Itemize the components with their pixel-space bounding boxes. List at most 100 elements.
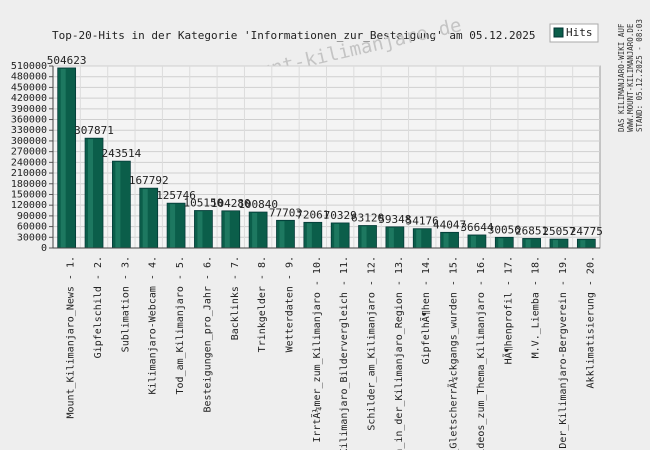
value-label: 26851	[515, 224, 548, 237]
bar-highlight	[416, 229, 422, 248]
value-label: 72061	[296, 208, 329, 221]
bar	[385, 226, 405, 249]
x-tick-label: n_in_der_Kilimanjaro_Region - 13.	[394, 256, 405, 450]
bar-highlight	[224, 211, 230, 248]
bar-highlight	[279, 221, 285, 248]
y-tick-label: 60000	[17, 222, 47, 233]
y-tick-label: 360000	[11, 115, 47, 126]
y-tick-label: 240000	[11, 157, 47, 168]
x-tick-label: Schilder_am_Kilimanjaro - 12.	[367, 256, 378, 431]
x-tick-label: Backlinks - 7.	[230, 256, 241, 340]
bar	[57, 67, 77, 249]
bar	[112, 160, 131, 249]
x-tick-label: HÃ¶henprofil - 17.	[501, 256, 514, 364]
value-label: 125746	[156, 189, 196, 202]
bar-highlight	[498, 238, 504, 248]
x-tick-label: Akklimatisierung - 20.	[585, 256, 596, 388]
y-tick-label: 270000	[11, 147, 47, 158]
x-tick-label: Mount_Kilimanjaro_News - 1.	[66, 256, 77, 419]
y-tick-label: 120000	[11, 200, 47, 211]
bar	[248, 211, 268, 249]
chart-title: Top-20-Hits in der Kategorie 'Informatio…	[52, 29, 535, 42]
y-tick-label: 90000	[17, 211, 47, 222]
value-label: 24775	[570, 225, 603, 238]
value-label: 36644	[460, 221, 493, 234]
value-label: 243514	[102, 147, 142, 160]
y-tick-label: 180000	[11, 179, 47, 190]
bar-highlight	[580, 240, 586, 248]
bar-highlight	[115, 162, 121, 248]
bar-highlight	[142, 189, 148, 248]
bar	[412, 228, 432, 249]
value-label: 25057	[542, 225, 575, 238]
side-note: DAS KILIMANJARO-WIKI AUF	[617, 23, 626, 132]
bar-highlight	[525, 239, 531, 248]
bar	[303, 221, 323, 249]
legend-swatch	[553, 27, 564, 38]
bar	[494, 236, 514, 249]
bar	[358, 225, 377, 249]
bar-highlight	[334, 223, 340, 248]
bar	[221, 210, 241, 249]
bar-highlight	[470, 235, 476, 248]
bar-highlight	[361, 226, 367, 248]
bar	[166, 202, 186, 249]
bar-highlight	[60, 68, 66, 248]
bar-highlight	[443, 233, 449, 248]
legend-label: Hits	[566, 26, 593, 39]
value-label: 105150	[184, 196, 224, 209]
x-tick-label: GipfelhÃ¶hen - 14.	[419, 256, 432, 364]
y-tick-label: 30000	[17, 232, 47, 243]
value-label: 59348	[378, 213, 411, 226]
bar-highlight	[197, 211, 203, 248]
value-label: 70329	[324, 209, 357, 222]
x-tick-label: Kilimanjaro-Webcam - 4.	[148, 256, 159, 394]
bar	[467, 234, 487, 249]
bar	[576, 238, 596, 249]
value-label: 104280	[211, 197, 251, 210]
side-note: STAND: 05.12.2025 - 08:03	[635, 19, 644, 132]
x-tick-label: Tod_am_Kilimanjaro - 5.	[175, 256, 186, 394]
bar	[276, 219, 295, 249]
y-tick-label: 330000	[11, 125, 47, 136]
x-tick-label: M.V._Liemba - 18.	[531, 256, 542, 358]
value-label: 167792	[129, 174, 169, 187]
y-tick-label: 420000	[11, 93, 47, 104]
x-tick-label: Kilimanjaro_Bildervergleich - 11.	[339, 256, 350, 450]
x-tick-label: Besteigungen_pro_Jahr - 6.	[202, 256, 213, 413]
value-label: 77703	[269, 206, 302, 219]
x-tick-label: Trinkgelder - 8.	[257, 256, 268, 352]
bar-highlight	[388, 227, 394, 248]
bar-highlight	[552, 240, 558, 248]
bar	[84, 137, 104, 249]
value-label: 63120	[351, 211, 384, 224]
x-tick-label: Sublimation - 3.	[120, 256, 131, 352]
bar	[139, 187, 159, 249]
value-label: 54176	[406, 215, 439, 228]
x-tick-label: ideos_zum_Thema_Kilimanjaro - 16.	[476, 256, 487, 450]
x-tick-label: _GletscherrÃ¼ckgangs_wurden - 15.	[447, 256, 460, 450]
x-tick-label: Der_Kilimanjaro-Bergverein - 19.	[558, 256, 569, 449]
y-tick-label: 390000	[11, 104, 47, 115]
y-tick-label: 210000	[11, 168, 47, 179]
value-label: 504623	[47, 54, 87, 67]
y-tick-label: 510000	[11, 61, 47, 72]
value-label: 30056	[488, 223, 521, 236]
bar	[522, 238, 541, 249]
y-tick-label: 150000	[11, 189, 47, 200]
bar-highlight	[252, 213, 258, 248]
bar	[330, 222, 350, 249]
y-tick-label: 0	[41, 243, 47, 254]
value-label: 44047	[433, 218, 466, 231]
bar	[549, 238, 569, 249]
y-tick-label: 450000	[11, 82, 47, 93]
side-note: WWW.MOUNT-KILIMANJARO.DE	[626, 23, 635, 132]
bar-highlight	[306, 223, 312, 248]
value-label: 307871	[74, 124, 114, 137]
x-tick-label: Gipfelschild - 2.	[93, 256, 104, 358]
x-tick-label: IrrtÃ¼mer_zum_Kilimanjaro - 10.	[310, 256, 323, 443]
bar-highlight	[88, 139, 94, 248]
bar-highlight	[170, 204, 176, 248]
